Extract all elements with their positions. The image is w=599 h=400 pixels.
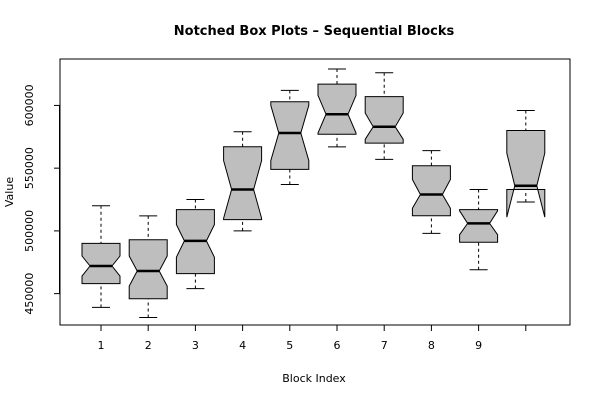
y-axis: 450000 500000 550000 600000: [23, 84, 60, 315]
box-3: [175, 199, 215, 290]
y-tick-label: 450000: [23, 273, 36, 315]
box-body: [506, 130, 546, 218]
x-axis: 1 2 3 4 5 6 7 8 9: [98, 324, 527, 352]
box-4: [223, 131, 263, 232]
box-7: [364, 72, 404, 160]
y-tick-label: 500000: [23, 210, 36, 252]
box-6: [317, 68, 357, 148]
box-8: [411, 150, 451, 234]
box-2: [128, 215, 168, 318]
box-body: [223, 146, 263, 221]
x-tick-label: 3: [192, 339, 199, 352]
x-tick-label: 1: [98, 339, 105, 352]
x-tick-label: 2: [145, 339, 152, 352]
chart-title: Notched Box Plots – Sequential Blocks: [174, 24, 455, 39]
x-tick-label: 9: [475, 339, 482, 352]
x-tick-label: 8: [428, 339, 435, 352]
box-body: [81, 242, 121, 285]
box-body: [459, 209, 499, 243]
box-body: [364, 96, 404, 144]
x-tick-label: 7: [381, 339, 388, 352]
y-tick-label: 600000: [23, 84, 36, 126]
boxes-group: [81, 68, 546, 318]
x-tick-label: 5: [286, 339, 293, 352]
box-5: [270, 89, 310, 185]
x-axis-label: Block Index: [282, 372, 346, 385]
box-body: [317, 83, 357, 135]
box-9: [459, 188, 499, 271]
box-1: [81, 205, 121, 308]
box-10: [506, 109, 546, 218]
box-body: [270, 101, 310, 170]
box-body: [128, 239, 168, 300]
y-axis-label: Value: [3, 177, 16, 207]
box-body: [411, 165, 451, 217]
x-tick-label: 6: [334, 339, 341, 352]
x-tick-label: 4: [239, 339, 246, 352]
y-tick-label: 550000: [23, 147, 36, 189]
